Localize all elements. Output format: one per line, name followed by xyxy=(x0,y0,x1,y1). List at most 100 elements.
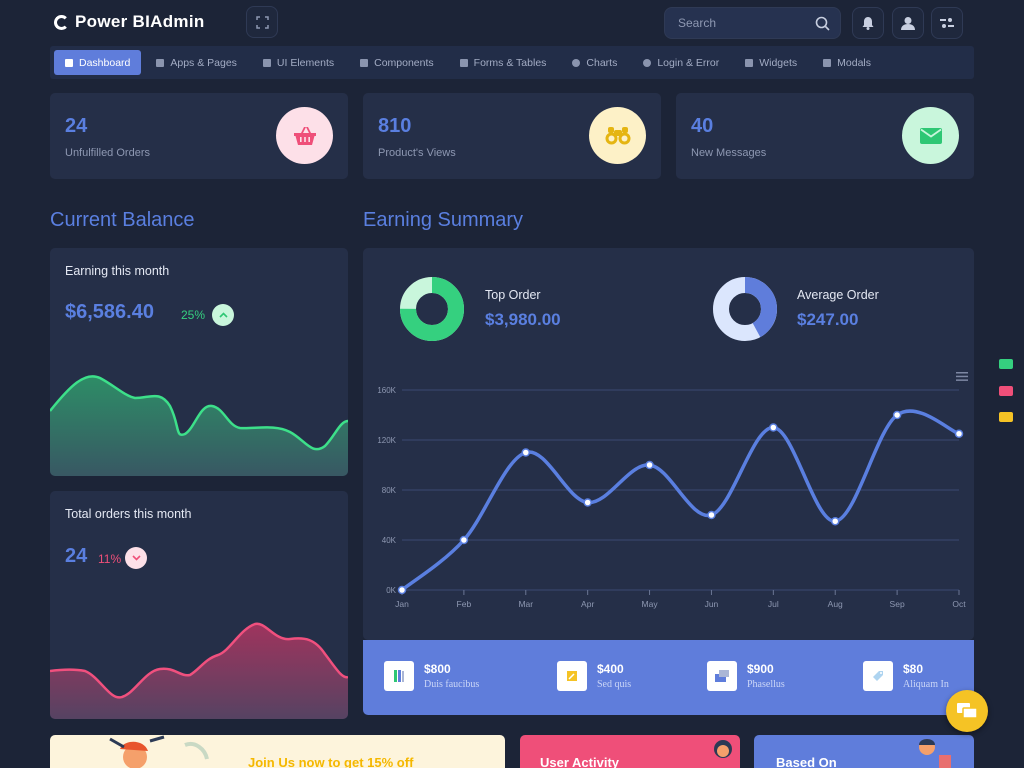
data-point xyxy=(954,429,964,438)
based-on-card[interactable]: Based On xyxy=(754,735,974,768)
nav-modals[interactable]: Modals xyxy=(812,50,882,75)
bell-icon xyxy=(862,16,874,30)
stat-card-unfulfilled-orders: 24 Unfulfilled Orders xyxy=(50,93,348,179)
y-tick-label: 160K xyxy=(377,386,396,395)
orders-sparkline xyxy=(50,622,348,719)
summary-item[interactable]: $80 Aliquam In xyxy=(863,661,949,691)
brush-icon xyxy=(360,58,369,67)
app-title: Power BIAdmin xyxy=(75,12,205,31)
search-input[interactable] xyxy=(665,8,795,38)
notifications-button[interactable] xyxy=(852,7,884,39)
x-tick-label: May xyxy=(642,599,659,609)
earning-amount: $6,586.40 xyxy=(65,301,154,323)
card-title: Total orders this month xyxy=(65,507,192,521)
orders-percent: 11% xyxy=(98,552,122,566)
x-tick-label: Feb xyxy=(457,599,472,609)
basket-icon xyxy=(293,126,316,145)
promo-title: Join Us now to get 15% off xyxy=(248,755,414,768)
user-activity-illustration xyxy=(714,740,732,758)
x-tick-label: Mar xyxy=(518,599,533,609)
earning-line-chart: 0K 40K 80K 120K 160K Jan Feb Mar Apr May Jun Jul Aug… xyxy=(377,386,966,609)
folder-icon[interactable] xyxy=(999,412,1013,422)
earning-sparkline xyxy=(50,375,348,476)
based-on-title: Based On xyxy=(776,755,837,768)
books-icon xyxy=(384,661,414,691)
chevron-down-icon xyxy=(131,555,141,561)
x-tick-label: Jan xyxy=(395,599,409,609)
promo-card[interactable]: Join Us now to get 15% off xyxy=(50,735,505,768)
stat-label: Product's Views xyxy=(378,147,456,159)
orders-amount: 24 xyxy=(65,545,88,567)
chevron-up-icon xyxy=(218,312,228,318)
search-icon[interactable] xyxy=(815,16,830,31)
x-tick-label: Oct xyxy=(952,599,966,609)
y-tick-label: 0K xyxy=(386,586,396,595)
nav-login-error[interactable]: Login & Error xyxy=(632,50,730,75)
basket-badge xyxy=(276,107,333,164)
current-balance-title: Current Balance xyxy=(50,209,195,231)
nav-dashboard[interactable]: Dashboard xyxy=(54,50,142,75)
earning-percent: 25% xyxy=(181,308,206,322)
nav-widgets[interactable]: Widgets xyxy=(734,50,808,75)
summary-item[interactable]: $400 Sed quis xyxy=(557,661,631,691)
data-point xyxy=(830,517,840,526)
data-point xyxy=(707,510,716,520)
top-order-label: Top Order xyxy=(485,288,541,302)
pie-icon xyxy=(572,58,581,67)
settings-button[interactable] xyxy=(931,7,963,39)
y-tick-label: 120K xyxy=(377,436,396,445)
stat-value: 40 xyxy=(691,115,714,137)
stat-label: New Messages xyxy=(691,147,767,159)
data-point xyxy=(459,535,469,545)
login-icon xyxy=(643,58,652,67)
user-activity-card[interactable]: User Activity xyxy=(520,735,740,768)
camera-icon[interactable] xyxy=(999,359,1013,369)
summary-item[interactable]: $900 Phasellus xyxy=(707,661,785,691)
trend-up-button[interactable] xyxy=(212,304,234,326)
image-icon[interactable] xyxy=(999,386,1013,396)
nav-ui-elements[interactable]: UI Elements xyxy=(252,50,345,75)
trend-down-button[interactable] xyxy=(125,547,147,569)
top-order-donut xyxy=(400,277,464,341)
binoculars-icon xyxy=(605,126,630,144)
data-point xyxy=(521,448,531,457)
top-order-value: $3,980.00 xyxy=(485,310,561,329)
logo-icon xyxy=(54,14,69,30)
note-icon xyxy=(557,661,587,691)
summary-strip: $800 Duis faucibus $400 Sed quis $900 Phase… xyxy=(363,640,974,715)
user-activity-title: User Activity xyxy=(540,755,619,768)
top-bar: Power BIAdmin xyxy=(0,0,1024,46)
envelope-badge xyxy=(902,107,959,164)
profile-button[interactable] xyxy=(892,7,924,39)
expand-icon xyxy=(255,15,269,29)
average-order-value: $247.00 xyxy=(797,310,859,329)
earning-summary-card: Top Order $3,980.00 Average Order $247.0… xyxy=(363,248,974,640)
nav-charts[interactable]: Charts xyxy=(561,50,628,75)
orders-month-card: Total orders this month 24 11% xyxy=(50,491,348,719)
x-tick-label: Aug xyxy=(828,599,843,609)
main-nav: Dashboard Apps & Pages UI Elements Compo… xyxy=(50,46,974,79)
data-point xyxy=(892,410,902,420)
widgets-icon xyxy=(745,58,754,67)
stat-card-new-messages: 40 New Messages xyxy=(676,93,974,179)
nav-components[interactable]: Components xyxy=(349,50,445,75)
promo-illustration xyxy=(109,735,209,768)
cards-icon xyxy=(707,661,737,691)
modals-icon xyxy=(823,58,832,67)
summary-item[interactable]: $800 Duis faucibus xyxy=(384,661,479,691)
chat-button[interactable] xyxy=(946,690,988,732)
earning-month-card: Earning this month $6,586.40 25% xyxy=(50,248,348,476)
data-point xyxy=(583,498,592,507)
chart-menu-icon[interactable] xyxy=(956,372,968,381)
chat-icon xyxy=(957,703,977,719)
series-line xyxy=(400,409,961,592)
app-logo[interactable]: Power BIAdmin xyxy=(54,12,205,32)
grid-icon xyxy=(156,58,165,67)
nav-apps-pages[interactable]: Apps & Pages xyxy=(145,50,248,75)
search-box[interactable] xyxy=(664,7,841,39)
nav-forms-tables[interactable]: Forms & Tables xyxy=(449,50,558,75)
table-icon xyxy=(459,58,468,67)
tag-icon xyxy=(863,661,893,691)
x-tick-label: Jul xyxy=(768,599,779,609)
fullscreen-button[interactable] xyxy=(246,6,278,38)
